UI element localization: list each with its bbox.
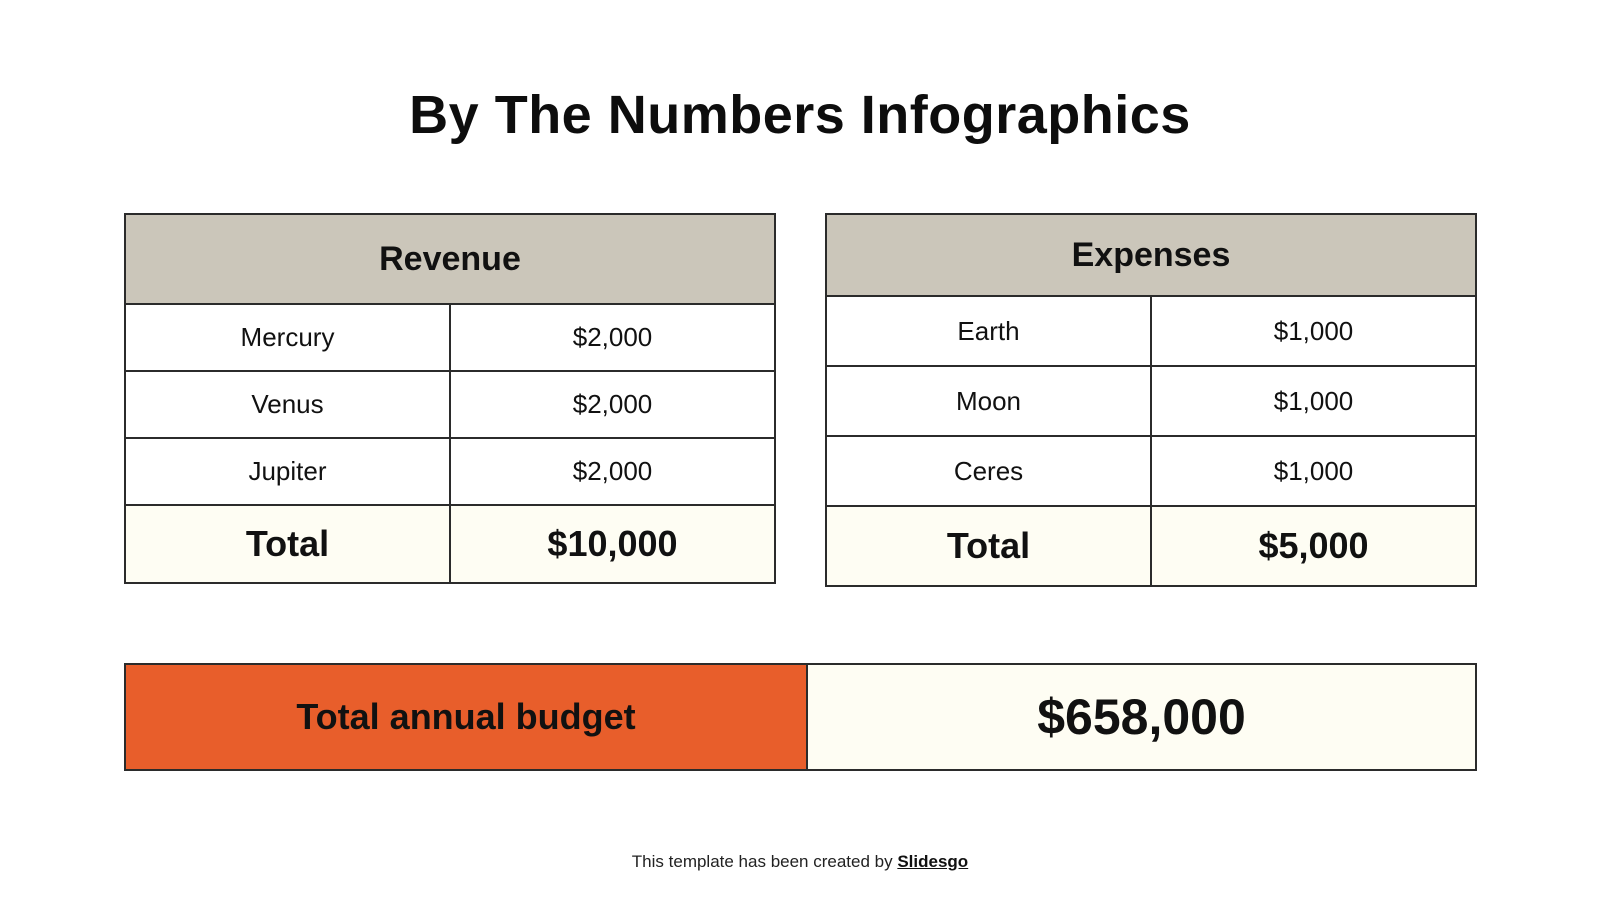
- total-value: $10,000: [449, 504, 776, 584]
- budget-label: Total annual budget: [126, 665, 808, 769]
- expenses-header: Expenses: [825, 213, 1477, 297]
- page-title: By The Numbers Infographics: [409, 85, 1191, 145]
- revenue-table: Revenue Mercury $2,000 Venus $2,000 Jupi…: [124, 213, 776, 584]
- table-row: Ceres $1,000: [825, 435, 1477, 507]
- table-row: Moon $1,000: [825, 365, 1477, 437]
- slidesgo-link[interactable]: Slidesgo: [897, 852, 969, 871]
- total-row: Total $10,000: [124, 504, 776, 584]
- row-value: $2,000: [449, 370, 776, 439]
- row-label: Venus: [124, 370, 451, 439]
- table-row: Jupiter $2,000: [124, 437, 776, 506]
- total-label: Total: [124, 504, 451, 584]
- row-value: $2,000: [449, 437, 776, 506]
- row-label: Jupiter: [124, 437, 451, 506]
- row-label: Moon: [825, 365, 1152, 437]
- row-value: $1,000: [1150, 365, 1477, 437]
- budget-value: $658,000: [808, 665, 1475, 769]
- row-label: Earth: [825, 295, 1152, 367]
- expenses-table: Expenses Earth $1,000 Moon $1,000 Ceres …: [825, 213, 1477, 587]
- row-label: Ceres: [825, 435, 1152, 507]
- row-value: $2,000: [449, 303, 776, 372]
- row-label: Mercury: [124, 303, 451, 372]
- revenue-header: Revenue: [124, 213, 776, 305]
- row-value: $1,000: [1150, 435, 1477, 507]
- table-row: Mercury $2,000: [124, 303, 776, 372]
- row-value: $1,000: [1150, 295, 1477, 367]
- total-label: Total: [825, 505, 1152, 587]
- table-row: Venus $2,000: [124, 370, 776, 439]
- table-row: Earth $1,000: [825, 295, 1477, 367]
- credit-line: This template has been created by Slides…: [0, 852, 1600, 872]
- credit-text: This template has been created by: [631, 852, 898, 871]
- total-row: Total $5,000: [825, 505, 1477, 587]
- total-value: $5,000: [1150, 505, 1477, 587]
- annual-budget-bar: Total annual budget $658,000: [124, 663, 1477, 771]
